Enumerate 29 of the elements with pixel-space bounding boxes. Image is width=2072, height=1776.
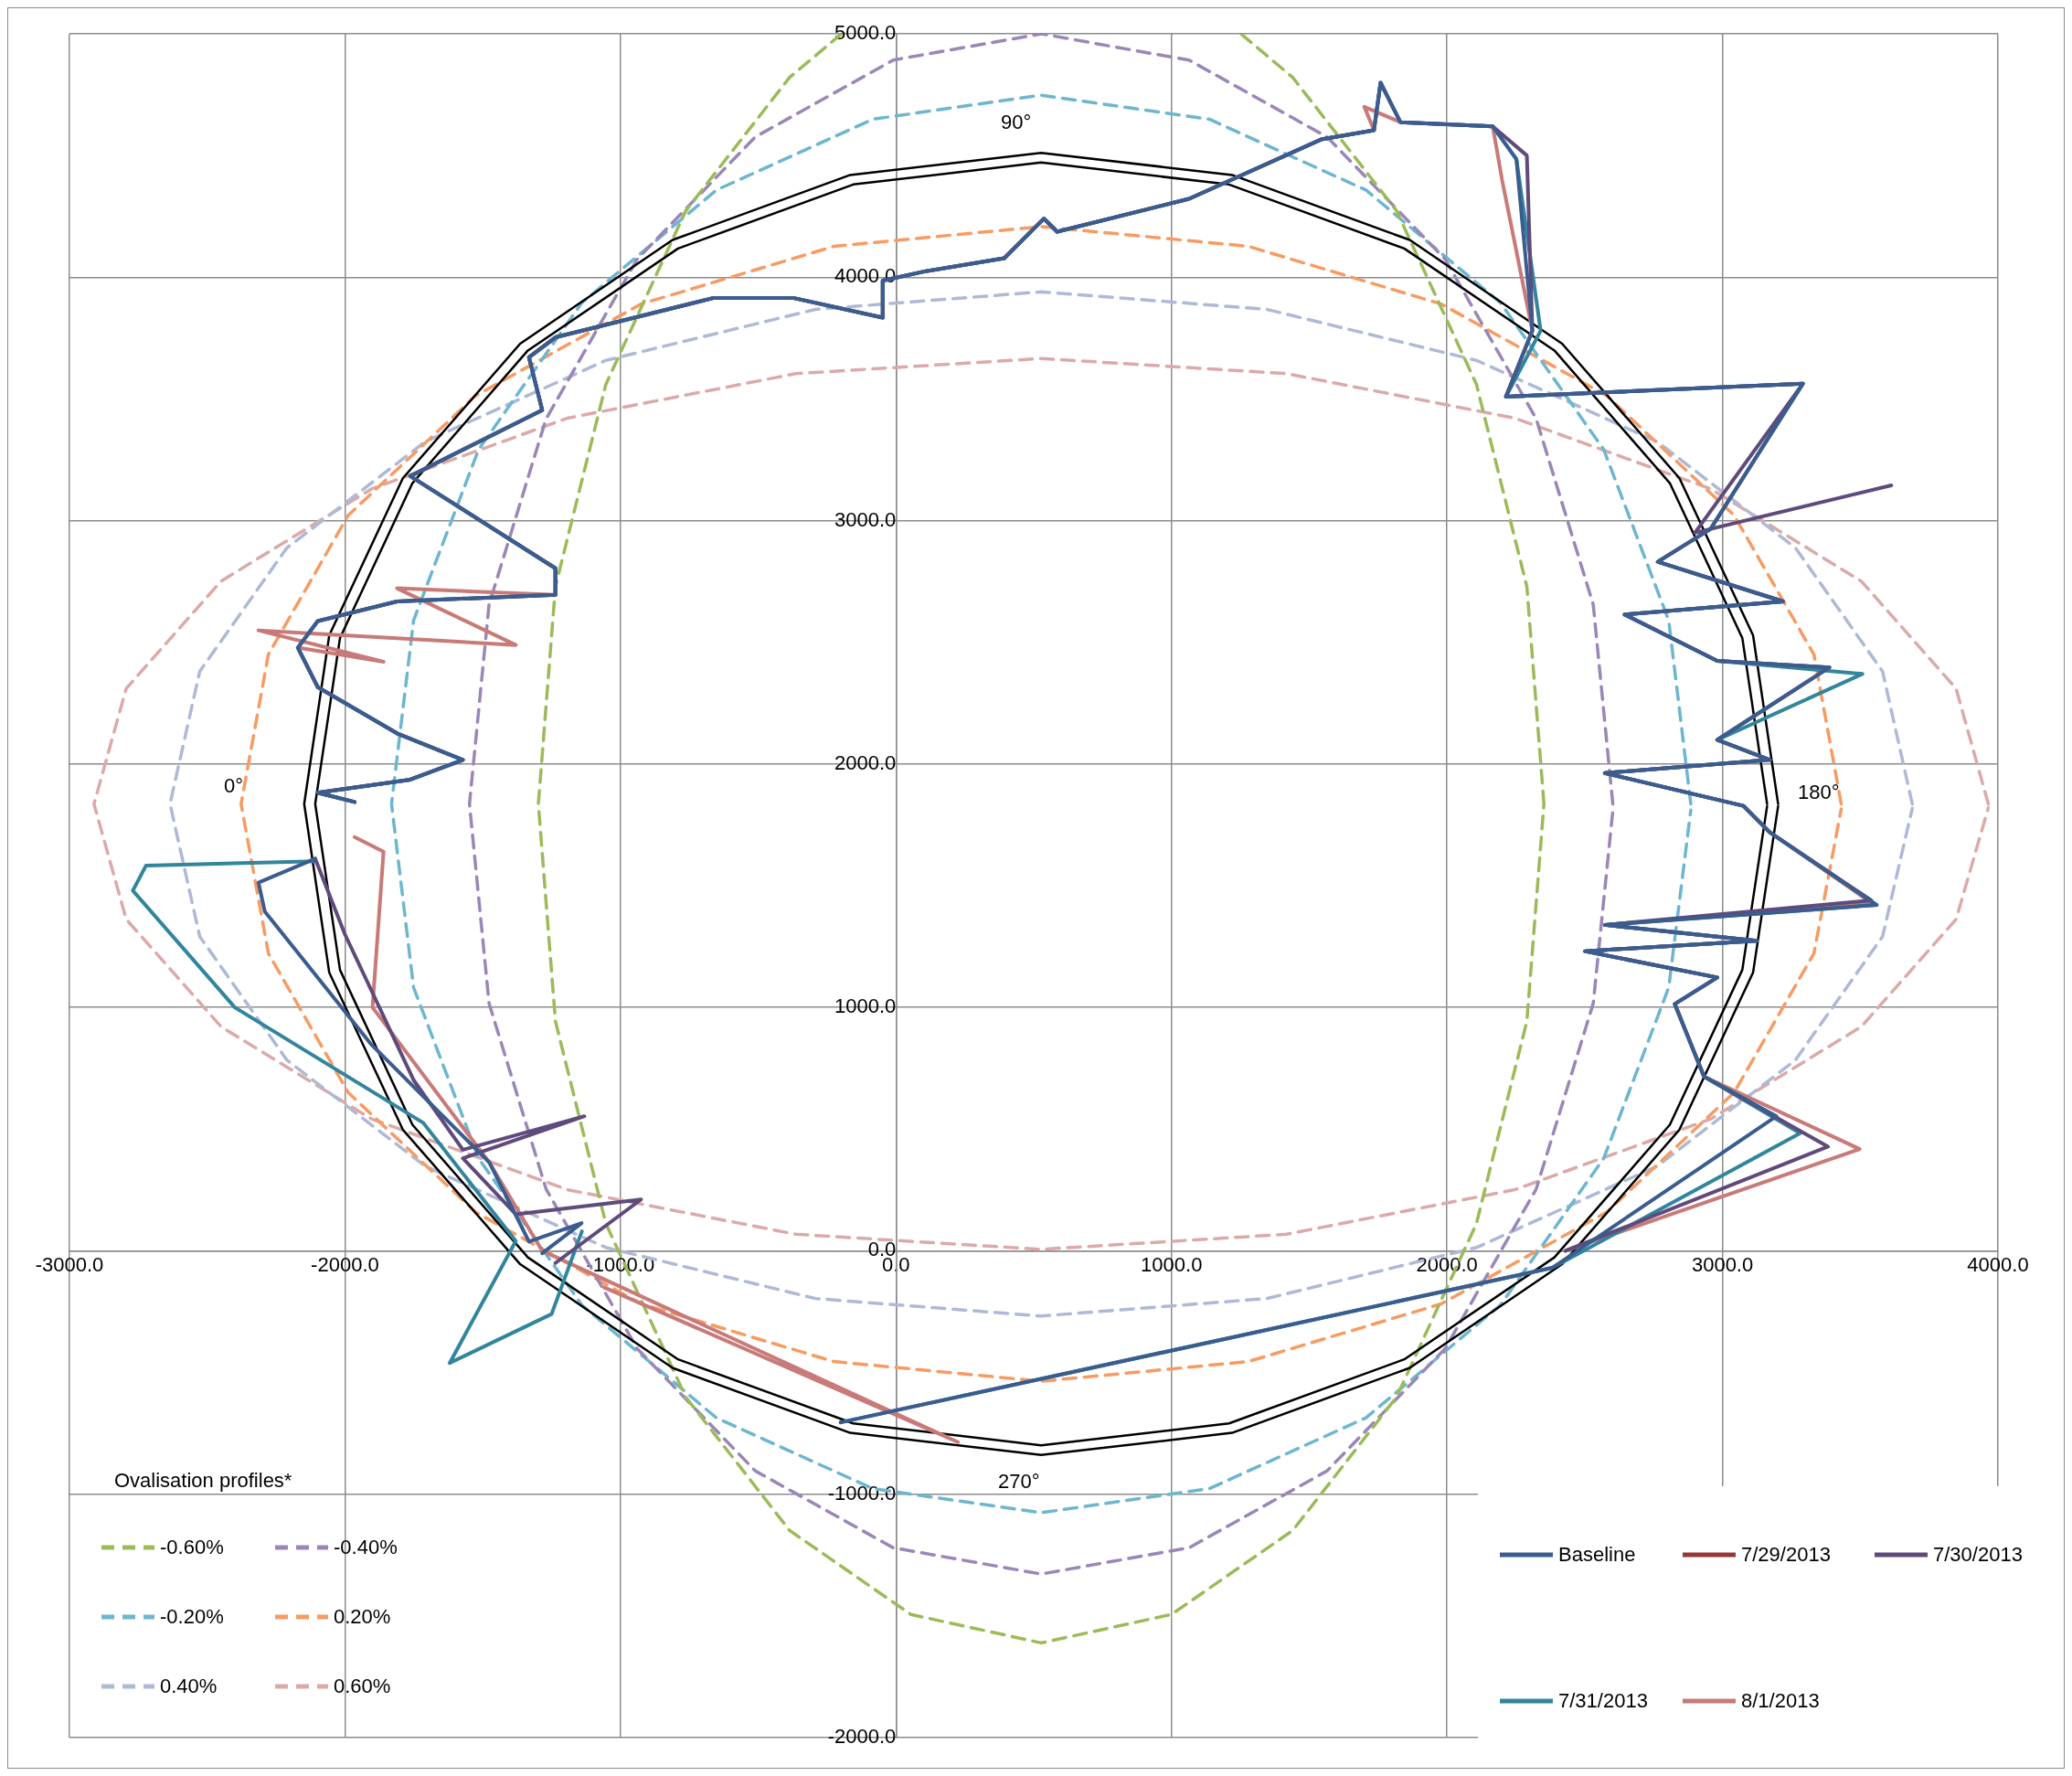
annotation: 270° (998, 1470, 1040, 1494)
legend-label: -0.20% (160, 1605, 224, 1629)
x-tick-label: -3000.0 (35, 1252, 104, 1276)
x-tick-label: 3000.0 (1691, 1252, 1754, 1276)
legend-title: Ovalisation profiles* (114, 1469, 293, 1493)
y-tick-label: 5000.0 (834, 21, 897, 45)
annotation: 0° (224, 774, 244, 798)
x-tick-label: -2000.0 (311, 1252, 379, 1276)
x-tick-label: 1000.0 (1141, 1252, 1203, 1276)
y-tick-label: 2000.0 (834, 750, 897, 774)
y-tick-label: -1000.0 (827, 1481, 897, 1505)
legend-label: Baseline (1558, 1543, 1636, 1567)
annotation: 90° (1001, 111, 1032, 134)
legend-label: 8/1/2013 (1741, 1689, 1820, 1713)
x-tick-label: 4000.0 (1967, 1252, 2029, 1276)
legend-label: 0.20% (334, 1605, 391, 1629)
line-series (389, 93, 1693, 1515)
y-tick-label: 3000.0 (834, 507, 897, 531)
legend-label: 7/30/2013 (1933, 1543, 2023, 1567)
y-tick-label: -2000.0 (827, 1725, 897, 1749)
legend-label: -0.40% (334, 1536, 398, 1559)
y-tick-label: 1000.0 (834, 994, 897, 1018)
legend-label: -0.60% (160, 1536, 224, 1559)
annotation: 180° (1798, 781, 1840, 804)
legend-label: 7/29/2013 (1741, 1543, 1831, 1567)
legend-label: 7/31/2013 (1558, 1689, 1648, 1713)
legend-label: 0.60% (334, 1675, 391, 1698)
line-series (168, 290, 1915, 1318)
legend-label: 0.40% (160, 1675, 218, 1698)
